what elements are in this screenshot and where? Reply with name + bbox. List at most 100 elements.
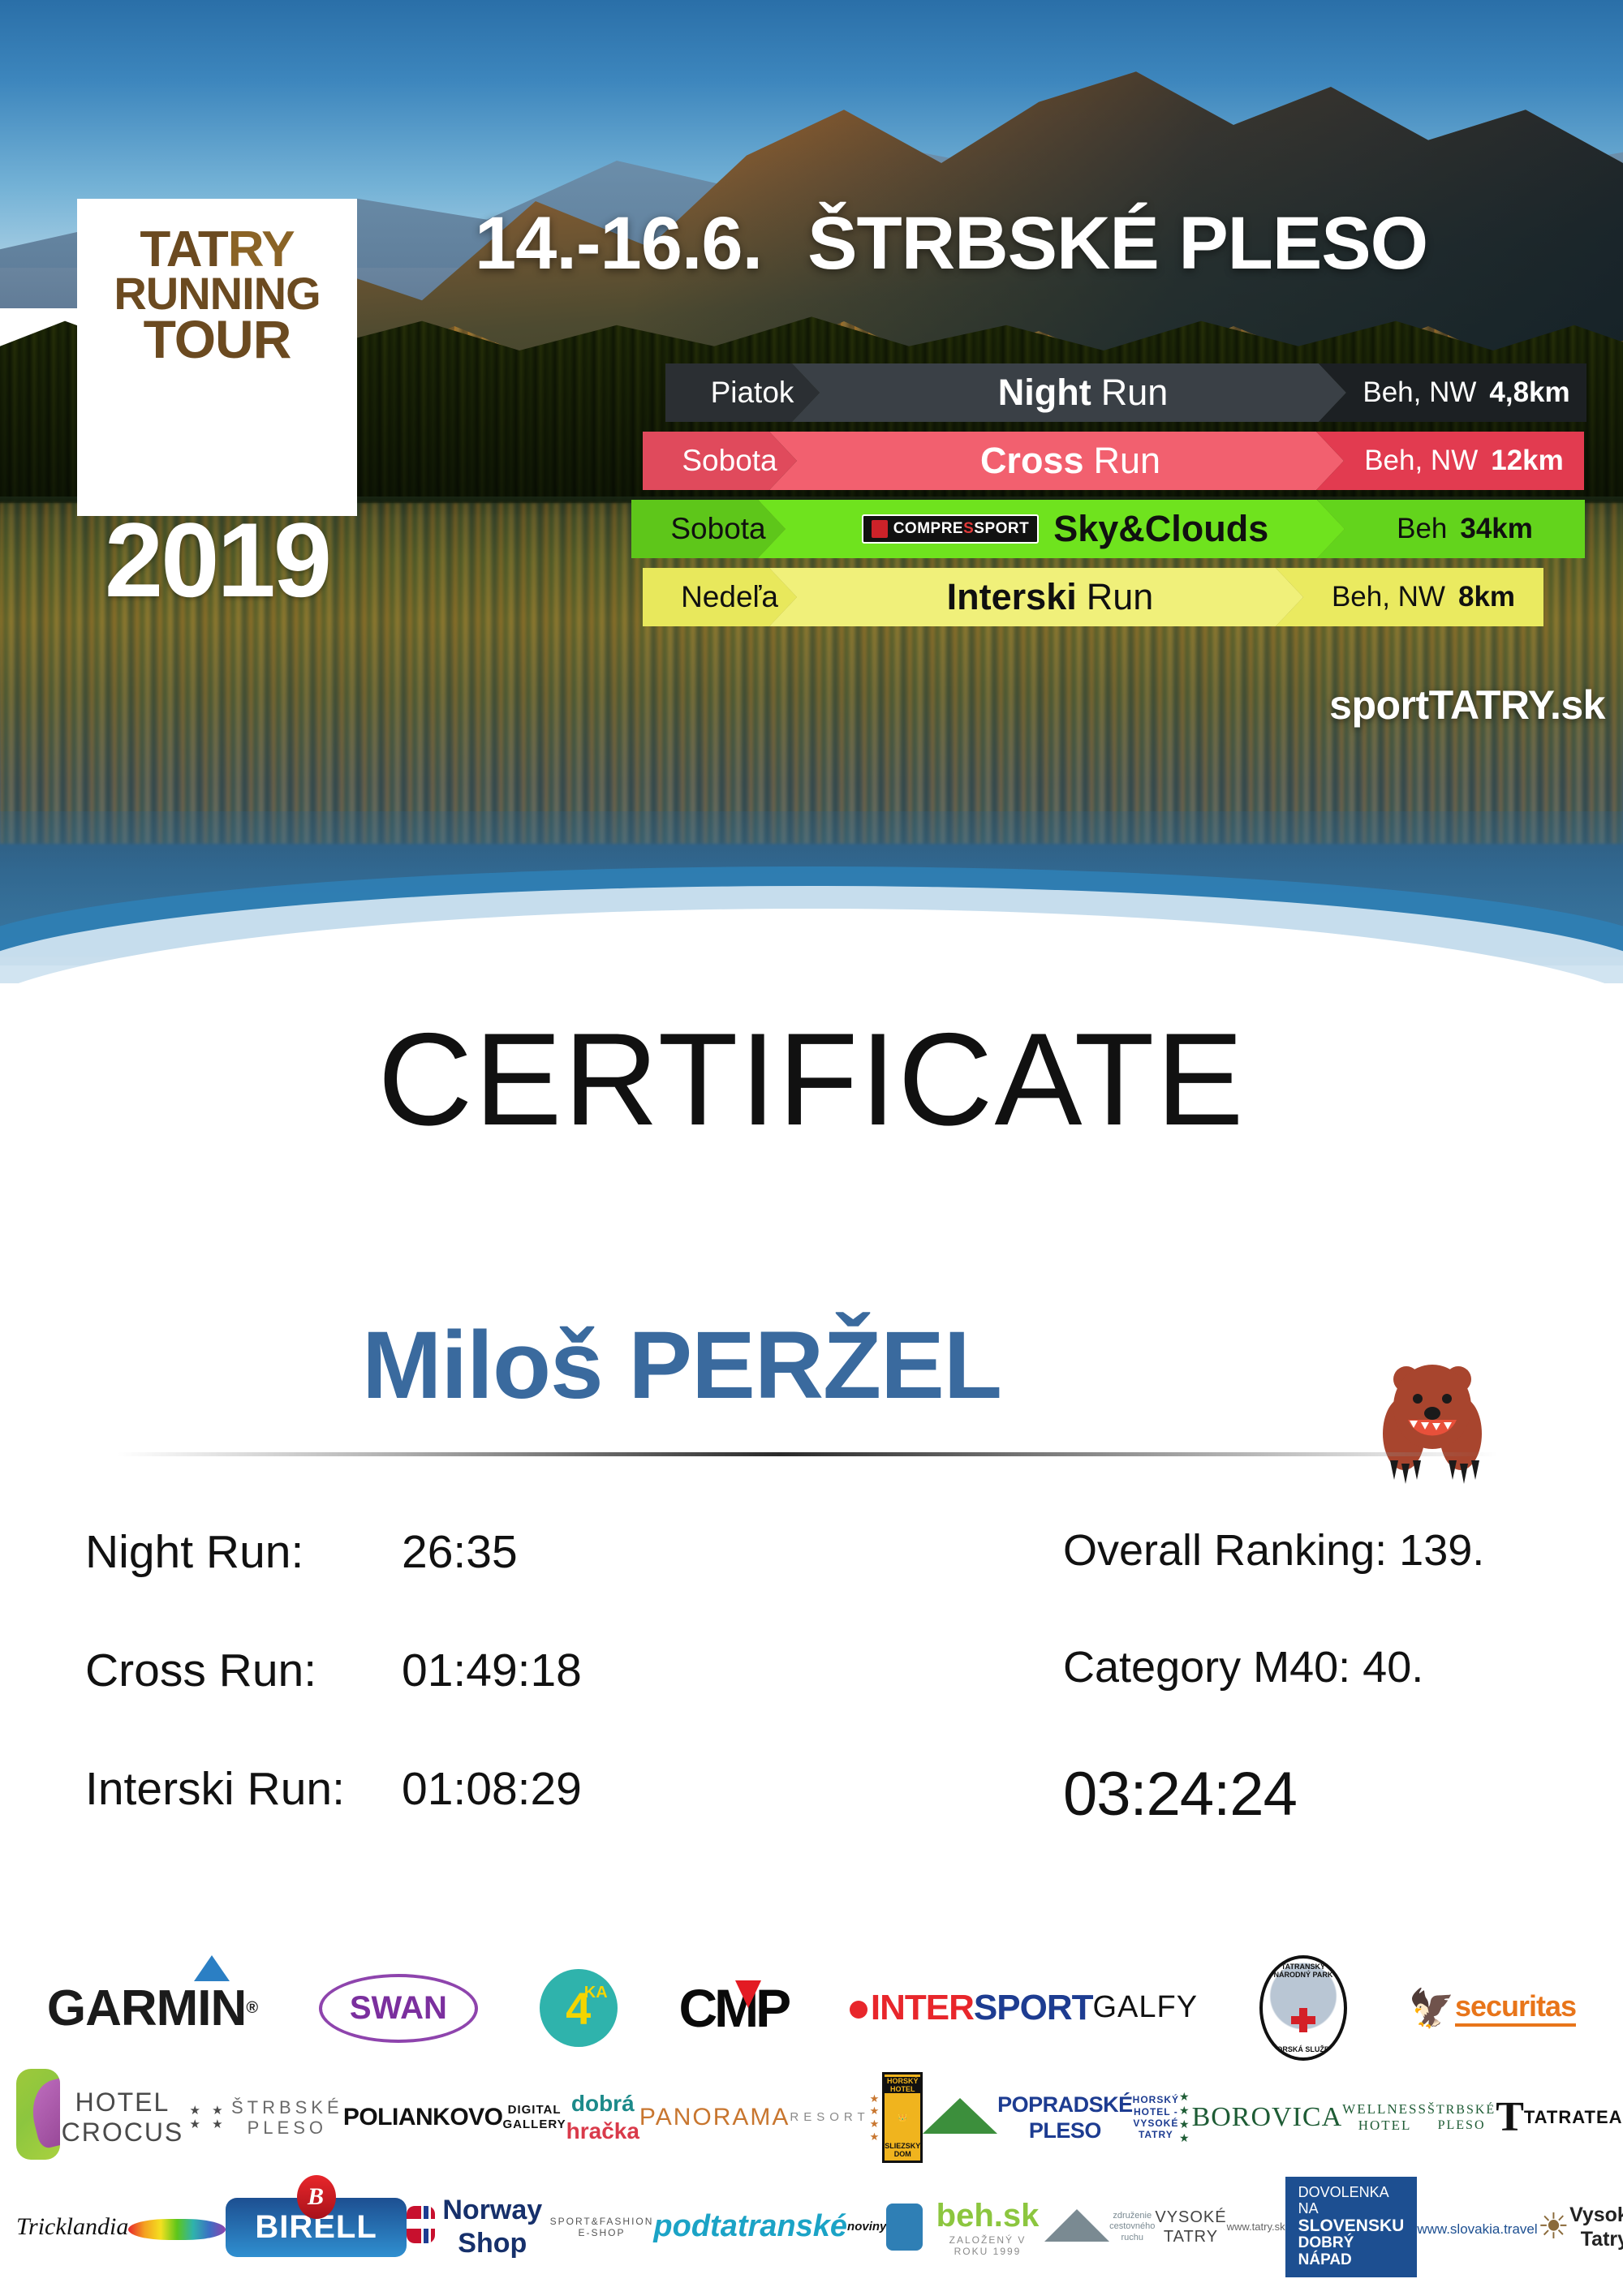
hero-banner: TATRY RUNNING TOUR 2019 14.-16.6. ŠTRBSKÉ…	[0, 0, 1623, 1014]
result-label-cross-run: Cross Run:	[85, 1645, 317, 1696]
tatry-running-tour-logo: TATRY RUNNING TOUR	[77, 199, 357, 515]
race-km-interski: 8km	[1457, 581, 1516, 613]
tanap-top-text: TATRANSKÝ NÁRODNÝ PARK	[1273, 1963, 1333, 1979]
poliankovo-sub: DIGITAL GALLERY	[502, 2103, 566, 2131]
event-website[interactable]: sportTATRY.sk	[1329, 682, 1605, 728]
event-date: 14.-16.6.	[475, 202, 763, 285]
cmp-wedge-icon	[735, 1980, 762, 2008]
race-day-sky: Sobota	[631, 500, 786, 558]
crocus-stars: ★ ★ ★ ★	[189, 2103, 227, 2131]
dobra-hracka-logo: dobrá hračka	[566, 2090, 639, 2144]
sponsor-row-3: Tricklandia B BIRELL Norway Shop SPORT&FA…	[16, 2174, 1623, 2280]
race-bar-interski-run: Nedeľa Interski Run Beh, NW 8km	[643, 568, 1543, 626]
compressport-mark-icon	[872, 520, 888, 538]
tricklandia-ribbon-icon	[128, 2219, 226, 2240]
dobra-line2: hračka	[566, 2118, 639, 2143]
race-dist-night: Beh, NW 4,8km	[1319, 363, 1586, 422]
overall-ranking: Overall Ranking: 139.	[1063, 1526, 1485, 1575]
galfy-wordmark: GALFY	[1092, 1990, 1199, 2025]
race-km-night: 4,8km	[1489, 376, 1570, 408]
sponsor-tricklandia: Tricklandia	[16, 2212, 226, 2242]
birell-badge-icon: B	[296, 2174, 336, 2219]
race-schedule-bars: Piatok Night Run Beh, NW 4,8km Sobota Cros…	[665, 363, 1623, 636]
tricklandia-name: Tricklandia	[16, 2213, 129, 2240]
behsk-name: beh.sk	[936, 2197, 1040, 2234]
race-name-light-night: Run	[1100, 372, 1169, 413]
crocus-flower-icon	[16, 2069, 60, 2160]
sponsor-horska-sluzba: TATRANSKÝ NÁRODNÝ PARK HORSKÁ SLUŽBA	[1259, 1955, 1347, 2061]
sponsor-borovica: ★ ★ ★ ★ BOROVICA WELLNESS HOTEL ŠTRBSKÉ …	[1179, 2090, 1496, 2144]
dovolenka-url[interactable]: www.slovakia.travel	[1417, 2221, 1538, 2237]
page-title: CERTIFICATE	[377, 1006, 1246, 1153]
sliezsky-name: SLIEZSKY DOM	[885, 2142, 921, 2158]
panorama-stars: ★ ★ ★ ★	[869, 2092, 883, 2143]
dovolenka-line3: DOBRÝ NÁPAD	[1298, 2234, 1354, 2269]
race-name-light-interski: Run	[1086, 576, 1154, 617]
race-name-bold-cross: Cross	[979, 440, 1084, 481]
result-row-cross-run: Cross Run: 01:49:18	[85, 1644, 897, 1697]
total-time: 03:24:24	[1063, 1760, 1298, 1829]
securitas-wordmark: securitas	[1454, 1989, 1577, 2027]
result-value-cross-run: 01:49:18	[402, 1645, 582, 1696]
race-day-interski: Nedeľa	[643, 568, 797, 626]
sponsor-vysoke-tatry-tatry-sk: združenie cestovného ruchu VYSOKÉ TATRY …	[1044, 2208, 1285, 2247]
vtatry-name: VYSOKÉ TATRY	[1155, 2208, 1227, 2246]
norway-sub: SPORT&FASHION E-SHOP	[549, 2215, 654, 2238]
race-name-light-cross: Run	[1093, 440, 1161, 481]
race-day-cross: Sobota	[643, 432, 797, 490]
sponsor-tatratea: T TATRATEA	[1496, 2093, 1622, 2140]
podtatranske-name: podtatranské	[653, 2209, 848, 2244]
vtatry-assoc: združenie cestovného ruchu	[1109, 2211, 1156, 2242]
race-name-cross: Cross Run	[769, 432, 1344, 490]
results-left-column: Night Run: 26:35 Cross Run: 01:49:18 Int…	[85, 1525, 897, 1881]
dovolenka-line1: DOVOLENKA NA	[1298, 2183, 1388, 2216]
dobra-line1: dobrá	[570, 2091, 635, 2117]
sponsor-row-2: HOTEL CROCUS ★ ★ ★ ★ ŠTRBSKÉ PLESO POLIA…	[16, 2061, 1623, 2174]
event-place: ŠTRBSKÉ PLESO	[807, 202, 1428, 285]
race-disc-sky: Beh	[1397, 513, 1448, 544]
borovica-sub2: ŠTRBSKÉ PLESO	[1427, 2102, 1496, 2132]
race-dist-sky: Beh 34km	[1317, 500, 1585, 558]
sponsor-securitas: 🦅 securitas	[1409, 1989, 1577, 2027]
borovica-sub1: WELLNESS HOTEL	[1342, 2100, 1427, 2133]
sponsor-poliankovo-dobra-hracka: POLIANKOVO DIGITAL GALLERY dobrá hračka	[343, 2090, 639, 2144]
logo-ry: RY	[227, 221, 295, 277]
intersport-inter: INTER	[870, 1987, 975, 2027]
popradske-mountain-icon	[923, 2098, 998, 2134]
tanap-bottom-text: HORSKÁ SLUŽBA	[1271, 2045, 1335, 2053]
category-ranking: Category M40: 40.	[1063, 1643, 1424, 1692]
poliankovo-name: POLIANKOVO	[342, 2104, 503, 2130]
race-km-sky: 34km	[1460, 513, 1533, 544]
panorama-name: PANORAMA	[639, 2104, 790, 2130]
sponsor-sliezsky-dom: HORSKÝ HOTEL 👑 SLIEZSKY DOM	[882, 2072, 923, 2163]
region-name: Vysoké Tatry	[1569, 2204, 1623, 2251]
dovolenka-box: DOVOLENKA NA SLOVENSKU DOBRÝ NÁPAD	[1285, 2176, 1418, 2278]
fourka-suffix: KA	[583, 1984, 608, 2001]
race-name-bold-night: Night	[997, 372, 1091, 413]
result-value-interski-run: 01:08:29	[402, 1763, 582, 1815]
race-dist-interski: Beh, NW 8km	[1276, 568, 1543, 626]
sponsor-podtatranske-noviny: podtatranské noviny	[653, 2208, 886, 2246]
result-label-night-run: Night Run:	[85, 1526, 304, 1578]
podtatranske-sub: noviny	[847, 2220, 887, 2234]
crocus-name: HOTEL CROCUS	[61, 2087, 184, 2147]
sponsor-intersport-galfy: INTERSPORT GALFY	[849, 1987, 1199, 2027]
popradske-sub: HORSKÝ HOTEL - VYSOKÉ TATRY	[1132, 2094, 1180, 2141]
divider-line	[118, 1452, 1497, 1456]
sponsor-swan: SWAN	[318, 1973, 478, 2043]
vtatry-url[interactable]: www.tatry.sk	[1226, 2221, 1285, 2234]
red-cross-icon	[1290, 2007, 1315, 2032]
vtatry-mountain-icon	[1044, 2208, 1110, 2242]
sponsor-beh-sk: beh.sk ZALOŽENÝ V ROKU 1999	[886, 2198, 1044, 2257]
sponsor-popradske-pleso: POPRADSKÉ PLESO HORSKÝ HOTEL - VYSOKÉ TA…	[923, 2092, 1179, 2144]
sponsor-4ka: 4 KA	[539, 1969, 618, 2047]
race-dist-cross: Beh, NW 12km	[1316, 432, 1584, 490]
race-bar-night-run: Piatok Night Run Beh, NW 4,8km	[665, 363, 1586, 422]
logo-year: 2019	[104, 501, 332, 619]
tatratea-t-icon: T	[1496, 2093, 1524, 2140]
compressport-s-letter: S	[963, 520, 975, 537]
race-km-cross: 12km	[1491, 445, 1564, 476]
race-bar-sky-clouds: Sobota COMPRE S SPORT Sky&Clouds Beh 34km	[631, 500, 1585, 558]
logo-wordmark: TATRY RUNNING TOUR	[77, 225, 357, 366]
